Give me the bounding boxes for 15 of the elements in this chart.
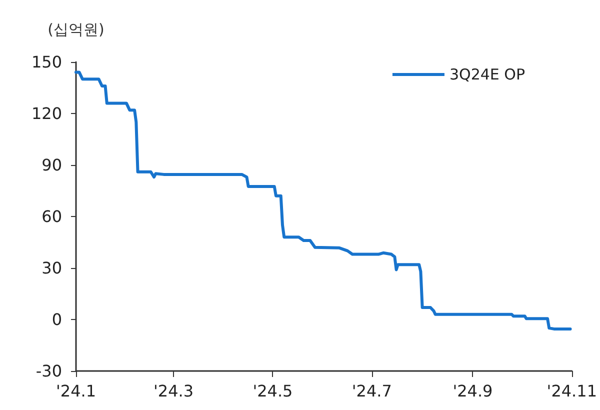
y-tick-label: 90 xyxy=(42,156,62,174)
y-tick-label: 120 xyxy=(31,104,62,123)
x-tick-label: '24.9 xyxy=(452,382,493,400)
x-tick-label: '24.5 xyxy=(252,382,293,400)
x-tick-label: '24.7 xyxy=(352,382,392,400)
y-tick-label: 30 xyxy=(42,258,62,278)
y-tick-label: 60 xyxy=(42,207,62,226)
y-axis-title: (십억원) xyxy=(48,20,104,38)
legend-label: 3Q24E OP xyxy=(449,66,526,84)
y-tick-label: -30 xyxy=(36,362,62,380)
x-tick-label: '24.11 xyxy=(546,382,597,400)
x-tick-label: '24.3 xyxy=(154,382,194,400)
x-tick-label: '24.1 xyxy=(56,382,96,400)
y-tick-label: 0 xyxy=(52,310,62,329)
y-tick-label: 150 xyxy=(31,52,62,72)
